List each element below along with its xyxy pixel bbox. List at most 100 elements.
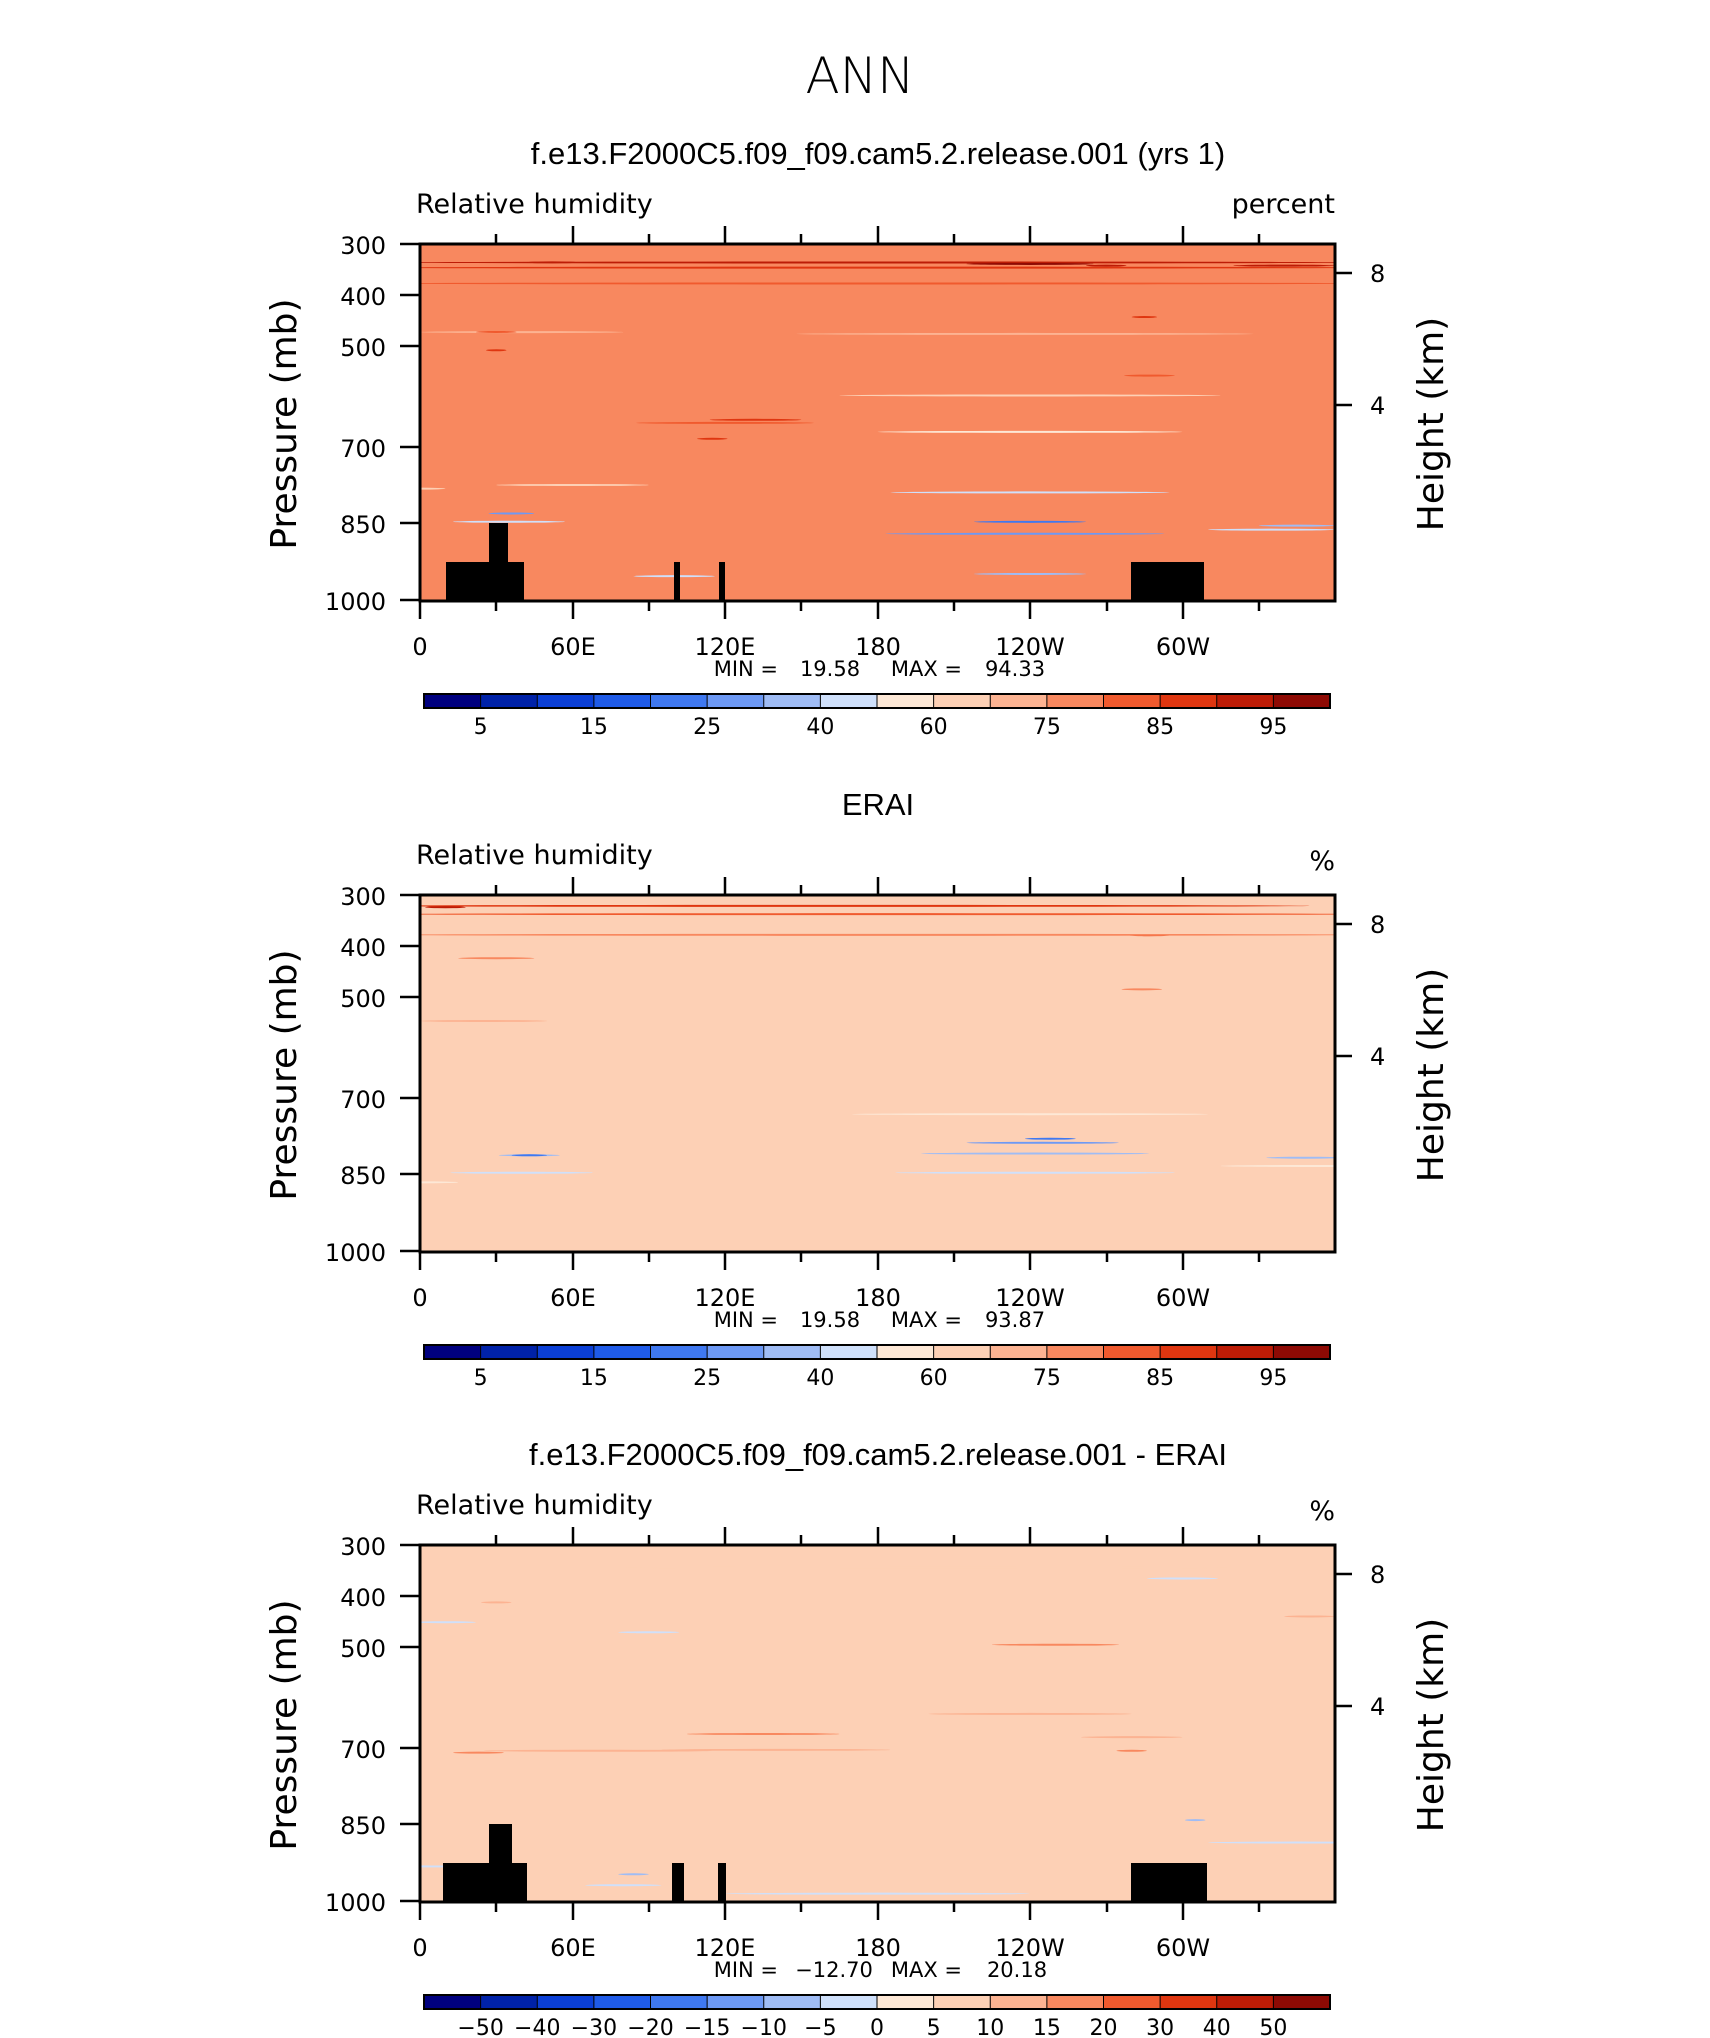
contour-blob [453, 520, 565, 523]
y-axis-label: Pressure (mb) [264, 1599, 305, 1850]
contour-blob [661, 1748, 891, 1751]
contour-blob [453, 1751, 504, 1754]
contour-blob [1085, 264, 1127, 267]
colorbar-label: 25 [693, 715, 721, 740]
field-background [420, 895, 1335, 1252]
y-right-tick-label: 8 [1370, 1561, 1385, 1589]
y-tick-label: 500 [340, 985, 386, 1013]
contour-blob [1024, 1137, 1076, 1140]
y-tick-label: 1000 [325, 588, 386, 616]
land-block [443, 1863, 527, 1902]
contour-field [420, 895, 1335, 1252]
colorbar-swatch [480, 1994, 539, 2010]
colorbar-label: 5 [927, 2016, 941, 2038]
max-value: 20.18 [987, 1958, 1047, 1982]
contour-blob [725, 1892, 1030, 1895]
x-tick-label: 120E [695, 633, 756, 661]
x-tick-label: 120W [995, 1284, 1065, 1312]
contour-blob [508, 916, 525, 919]
contour-blob [796, 332, 1254, 335]
x-tick-label: 60W [1156, 633, 1210, 661]
colorbar-label: −15 [684, 2016, 730, 2038]
stats-line: MIN = −12.70 MAX = 20.18 [714, 1958, 1047, 1982]
colorbar-swatch [763, 1994, 822, 2010]
y-tick-label: 700 [340, 435, 386, 463]
x-axis: 0 60E 120E 180 120W 60W [412, 226, 1261, 661]
y-tick-label: 300 [340, 883, 386, 911]
stats-line: MIN = 19.58 MAX = 94.33 [714, 657, 1045, 681]
x-tick-label: 0 [412, 1284, 427, 1312]
contour-blob [481, 1601, 512, 1604]
colorbar-label: 85 [1146, 1366, 1174, 1391]
colorbar-swatch [480, 1344, 539, 1360]
colorbar-label: 5 [474, 715, 488, 740]
colorbar-label: −50 [457, 2016, 503, 2038]
colorbar-swatch [933, 1344, 992, 1360]
min-value: 19.58 [800, 1308, 860, 1332]
land-block [674, 562, 680, 601]
panel-title: f.e13.F2000C5.f09_f09.cam5.2.release.001… [531, 136, 1225, 171]
y-axis-right-label: Height (km) [1411, 1618, 1452, 1832]
colorbar-label: 20 [1090, 2016, 1118, 2038]
colorbar-swatch [876, 1344, 935, 1360]
colorbar-swatch [1046, 1344, 1105, 1360]
colorbar-swatch [933, 1994, 992, 2010]
colorbar-label: 15 [580, 1366, 608, 1391]
contour-blob [1121, 988, 1163, 991]
colorbar-swatch [1272, 1344, 1331, 1360]
contour-blob [1233, 264, 1335, 267]
contour-blob [877, 430, 1183, 433]
colorbar-swatch [763, 693, 822, 709]
contour-blob [486, 349, 507, 352]
contour-blob [420, 487, 446, 490]
x-tick-label: 180 [855, 633, 901, 661]
x-tick-label: 120E [695, 1284, 756, 1312]
land-block [719, 562, 725, 601]
contour-blob [1258, 524, 1335, 527]
x-axis: 0 60E 120E 180 120W 60W [412, 1527, 1261, 1962]
colorbar-label: 0 [870, 2016, 884, 2038]
y-tick-label: 500 [340, 1635, 386, 1663]
contour-blob [1116, 1749, 1147, 1752]
min-label: MIN = [714, 657, 778, 681]
panel-title: ERAI [842, 787, 914, 822]
land-block [1131, 562, 1204, 601]
panel-difference: f.e13.F2000C5.f09_f09.cam5.2.release.001… [264, 1437, 1452, 2038]
colorbar-label: 60 [920, 715, 948, 740]
contour-blob [475, 330, 517, 333]
min-label: MIN = [714, 1958, 778, 1982]
x-tick-label: 0 [412, 633, 427, 661]
contour-blob [511, 1154, 548, 1157]
colorbar-label: 15 [580, 715, 608, 740]
colorbar-label: −40 [514, 2016, 560, 2038]
colorbar-swatch [1159, 1344, 1218, 1360]
colorbar-label: −10 [741, 2016, 787, 2038]
contour-blob [483, 1749, 713, 1752]
colorbar-label: 75 [1033, 715, 1061, 740]
contour-blob [974, 520, 1086, 523]
y-tick-label: 300 [340, 232, 386, 260]
y-tick-label: 1000 [325, 1239, 386, 1267]
panel-model: f.e13.F2000C5.f09_f09.cam5.2.release.001… [264, 136, 1452, 740]
contour-blob [458, 957, 535, 960]
colorbar-swatch [819, 1994, 878, 2010]
min-label: MIN = [714, 1308, 778, 1332]
colorbar-label: 30 [1146, 2016, 1174, 2038]
colorbar-frame [423, 1344, 1331, 1360]
colorbar-swatch [1103, 1994, 1162, 2010]
y-axis-label: Pressure (mb) [264, 949, 305, 1200]
variable-label: Relative humidity [416, 840, 653, 871]
field-background [420, 244, 1335, 601]
max-value: 93.87 [985, 1308, 1045, 1332]
contour-blob [420, 266, 1335, 269]
contour-blob [966, 262, 1094, 265]
x-tick-label: 60E [550, 1284, 596, 1312]
colorbar-label: −20 [627, 2016, 673, 2038]
contour-blob [488, 512, 535, 515]
colorbar-swatch [1046, 693, 1105, 709]
y-tick-label: 400 [340, 283, 386, 311]
contour-blob [1124, 374, 1175, 377]
colorbar-label: 40 [806, 715, 834, 740]
colorbar-label: 60 [920, 1366, 948, 1391]
x-tick-label: 60E [550, 1934, 596, 1962]
